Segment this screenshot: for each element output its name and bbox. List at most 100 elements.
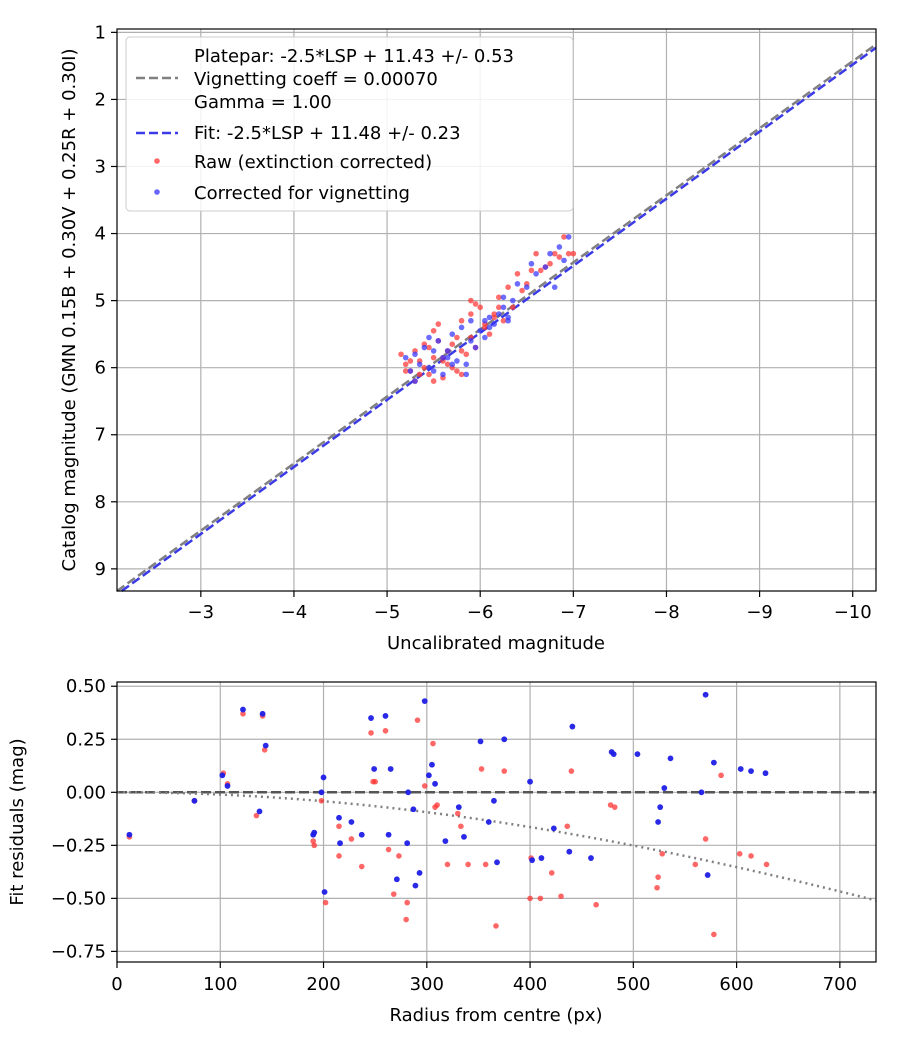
bottom-x-tick-label: 400 xyxy=(513,974,547,995)
top-corrected-point xyxy=(505,314,511,321)
top-corrected-point xyxy=(440,354,446,361)
bottom-corrected-point xyxy=(405,789,412,796)
top-corrected-point xyxy=(449,361,456,368)
top-raw-point xyxy=(426,344,432,351)
top-raw-point xyxy=(491,311,497,317)
top-corrected-point xyxy=(407,368,414,374)
top-x-tick-label: −10 xyxy=(834,602,872,623)
bottom-corrected-point xyxy=(491,797,497,804)
top-corrected-point xyxy=(435,338,442,344)
top-corrected-point xyxy=(468,338,474,344)
bottom-raw-point xyxy=(358,863,365,870)
top-raw-point xyxy=(398,351,404,358)
top-corrected-point xyxy=(551,284,558,290)
top-raw-point xyxy=(416,371,423,378)
bottom-corrected-point xyxy=(256,808,263,815)
bottom-raw-point xyxy=(372,778,378,785)
bottom-raw-point xyxy=(310,838,317,844)
residuals-vs-radius-chart: 0 100 200 300 400 500 600 700 0.50 0.25 0.00 −0.25… xyxy=(7,676,877,1026)
top-corrected-point xyxy=(482,317,488,324)
bottom-raw-point xyxy=(702,836,709,842)
bottom-raw-point xyxy=(421,783,428,789)
top-fit-lines xyxy=(116,43,877,593)
bottom-raw-point xyxy=(718,772,724,779)
bottom-corrected-point xyxy=(387,766,394,772)
bottom-corrected-point xyxy=(259,710,266,717)
bottom-x-tick-label: 100 xyxy=(203,974,237,995)
bottom-raw-point xyxy=(465,861,471,868)
bottom-corrected-point xyxy=(704,872,711,878)
bottom-corrected-point xyxy=(382,713,389,719)
top-y-tick-label: 1 xyxy=(95,22,106,43)
top-corrected-point xyxy=(444,354,451,361)
bottom-corrected-point xyxy=(320,774,327,781)
bottom-raw-point xyxy=(607,802,614,808)
bottom-corrected-point xyxy=(421,698,428,704)
top-corrected-point xyxy=(416,361,423,368)
bottom-corrected-point xyxy=(336,814,342,821)
top-y-axis-label: Catalog magnitude (GMN 0.15B + 0.30V + 0… xyxy=(59,48,80,571)
bottom-raw-point xyxy=(537,895,544,902)
bottom-raw-point xyxy=(253,812,260,819)
bottom-corrected-point xyxy=(737,766,744,772)
bottom-corrected-point xyxy=(762,770,769,777)
bottom-x-tick-label: 700 xyxy=(823,974,857,995)
bottom-corrected-point xyxy=(698,789,705,796)
top-corrected-point xyxy=(463,371,470,378)
bottom-corrected-point xyxy=(485,819,492,825)
top-raw-point xyxy=(519,287,525,294)
bottom-corrected-point xyxy=(311,829,318,836)
bottom-y-tick-label: 0.50 xyxy=(66,676,106,697)
bottom-raw-point xyxy=(659,851,666,857)
bottom-corrected-point xyxy=(538,855,545,861)
bottom-y-tick-label: −0.50 xyxy=(51,888,106,909)
top-raw-point xyxy=(565,250,572,257)
bottom-corrected-point xyxy=(371,766,378,772)
catalog-vs-uncalibrated-chart: −3 −4 −5 −6 −7 −8 −9 −10 1 2 3 4 5 6 7 8 9 Uncalibrated… xyxy=(59,22,877,654)
bottom-reference-lines xyxy=(116,791,877,902)
top-raw-point xyxy=(426,371,432,378)
top-corrected-point xyxy=(402,354,409,361)
bottom-x-tick-label: 600 xyxy=(719,974,753,995)
top-corrected-point xyxy=(556,244,563,250)
bottom-corrected-point xyxy=(566,848,573,855)
bottom-corrected-point xyxy=(318,789,325,796)
bottom-corrected-point xyxy=(191,797,198,804)
bottom-plot-background xyxy=(117,682,876,962)
top-y-tick-label: 9 xyxy=(95,559,106,580)
top-y-tick-label: 6 xyxy=(95,358,106,379)
bottom-corrected-point xyxy=(348,819,355,825)
top-y-tick-label: 2 xyxy=(95,89,106,110)
top-x-tick-label: −3 xyxy=(188,602,215,623)
top-x-tick-label: −8 xyxy=(653,602,680,623)
top-scatter-points xyxy=(398,234,577,384)
top-corrected-point xyxy=(463,361,470,368)
top-x-tick-label: −5 xyxy=(374,602,401,623)
top-y-tick-label: 7 xyxy=(95,425,106,446)
bottom-x-axis-label: Radius from centre (px) xyxy=(389,1005,602,1026)
top-raw-point xyxy=(468,297,474,304)
top-raw-point xyxy=(402,361,409,368)
legend-corrected-marker xyxy=(154,189,160,195)
bottom-corrected-point xyxy=(429,761,435,768)
bottom-corrected-point xyxy=(569,723,576,730)
top-raw-point xyxy=(505,284,511,290)
bottom-corrected-point xyxy=(661,785,668,791)
top-raw-point xyxy=(509,304,516,311)
top-corrected-point xyxy=(421,344,428,351)
bottom-raw-point xyxy=(478,766,485,772)
bottom-raw-point xyxy=(482,861,489,868)
bottom-corrected-point xyxy=(416,870,423,876)
bottom-raw-point xyxy=(390,891,397,897)
top-corrected-point xyxy=(509,297,516,304)
bottom-corrected-point xyxy=(702,691,709,698)
bottom-raw-point xyxy=(414,717,421,723)
top-corrected-point xyxy=(468,317,474,324)
bottom-y-ticks: 0.50 0.25 0.00 −0.25 −0.50 −0.75 xyxy=(51,676,117,962)
bottom-x-tick-label: 200 xyxy=(306,974,340,995)
bottom-corrected-point xyxy=(358,831,365,838)
bottom-raw-point xyxy=(385,846,392,853)
bottom-plot-frame xyxy=(116,681,877,963)
top-raw-point xyxy=(561,234,567,240)
bottom-raw-point xyxy=(493,923,499,929)
